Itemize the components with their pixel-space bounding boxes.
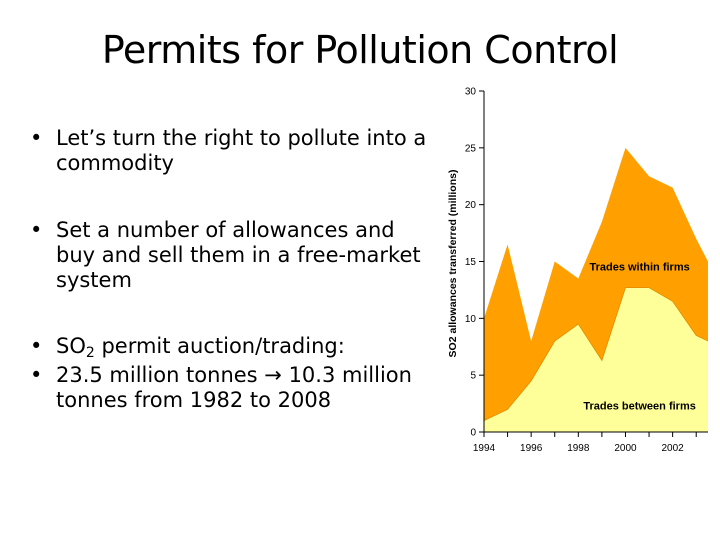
bullet-dot-icon: •	[30, 126, 43, 150]
bullet-text: 23.5 million tonnes → 10.3 million tonne…	[56, 363, 412, 412]
y-tick-label: 0	[470, 428, 476, 439]
bullet-text: Set a number of allowances and buy and s…	[56, 218, 421, 292]
bullet-text: Let’s turn the right to pollute into a c…	[56, 126, 427, 175]
y-tick-label: 20	[465, 200, 477, 211]
x-tick-label: 1996	[520, 443, 543, 454]
between-firms-label: Trades between firms	[583, 400, 696, 412]
y-tick-label: 30	[465, 87, 477, 98]
area-layer	[483, 147, 709, 433]
label-layer: SO2 allowances transferred (millions) Tra…	[447, 170, 696, 413]
bullet-item: • Let’s turn the right to pollute into a…	[28, 126, 428, 176]
bullet-item: • SO2 permit auction/trading:	[28, 334, 428, 366]
y-tick-label: 5	[470, 371, 476, 382]
slide-title: Permits for Pollution Control	[101, 28, 619, 72]
bullet-dot-icon: •	[30, 334, 43, 358]
bullet-item: • Set a number of allowances and buy and…	[28, 218, 428, 293]
bullet-dot-icon: •	[30, 218, 43, 242]
within-firms-label: Trades within firms	[589, 262, 689, 274]
so2-suffix: permit auction/trading:	[94, 334, 345, 358]
so2-prefix: SO	[56, 334, 86, 358]
between-firms-area	[484, 287, 708, 432]
x-tick-label: 1994	[473, 443, 496, 454]
y-tick-label: 25	[465, 143, 477, 154]
bullet-text: SO2 permit auction/trading:	[56, 334, 428, 366]
x-tick-label: 2000	[614, 443, 637, 454]
y-axis-title: SO2 allowances transferred (millions)	[447, 170, 459, 358]
between-firms-boundary	[483, 287, 709, 421]
bullet-item: • 23.5 million tonnes → 10.3 million ton…	[28, 363, 428, 413]
x-tick-label: 1998	[567, 443, 590, 454]
so2-subscript: 2	[85, 345, 95, 361]
axis-layer: 0 5 10 15 20 25 30 1994 1996 1998 2000 2002	[465, 87, 708, 454]
x-tick-label: 2002	[662, 443, 685, 454]
bullet-dot-icon: •	[30, 363, 43, 387]
y-tick-label: 15	[465, 257, 477, 268]
y-tick-label: 10	[465, 314, 477, 325]
